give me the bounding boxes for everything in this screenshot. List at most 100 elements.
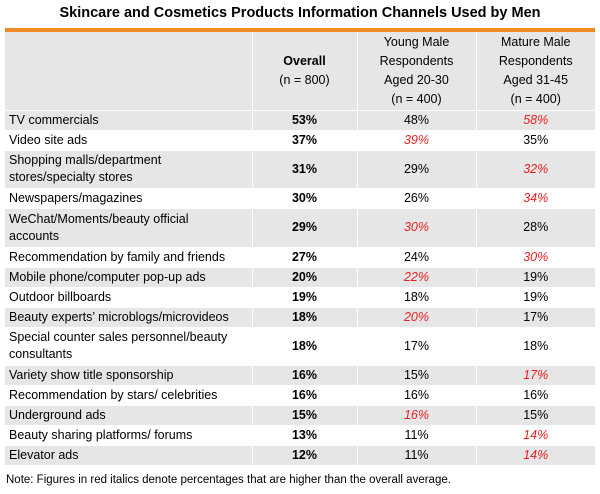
header-young: Young Male Respondents Aged 20-30 (n = 4… <box>356 32 476 110</box>
table-row: Recommendation by family and friends 27%… <box>5 246 595 267</box>
row-overall: 20% <box>251 266 357 287</box>
row-mature: 58% <box>475 109 595 130</box>
row-item: Recommendation by family and friends <box>5 246 252 267</box>
table-row: Newspapers/magazines 30% 26% 34% <box>5 187 595 208</box>
row-overall: 27% <box>251 246 357 267</box>
row-overall: 18% <box>251 306 357 327</box>
row-young: 16% <box>356 404 476 425</box>
row-young: 22% <box>356 266 476 287</box>
row-item: Underground ads <box>5 404 252 425</box>
row-overall: 16% <box>251 384 357 405</box>
table-row: Elevator ads 12% 11% 14% <box>5 444 595 465</box>
row-young: 11% <box>356 424 476 445</box>
row-young: 20% <box>356 306 476 327</box>
row-overall: 15% <box>251 404 357 425</box>
row-mature: 30% <box>475 246 595 267</box>
header-mature-line1: Mature Male <box>501 34 571 49</box>
row-overall: 29% <box>251 207 357 247</box>
row-item: Recommendation by stars/ celebrities <box>5 384 252 405</box>
table-row: TV commercials 53% 48% 58% <box>5 109 595 130</box>
row-young: 26% <box>356 187 476 208</box>
table-row: Beauty experts’ microblogs/microvideos 1… <box>5 306 595 327</box>
table-row: Variety show title sponsorship 16% 15% 1… <box>5 364 595 385</box>
header-mature-sub: (n = 400) <box>510 91 561 106</box>
row-overall: 37% <box>251 129 357 150</box>
table-row: Underground ads 15% 16% 15% <box>5 404 595 425</box>
row-mature: 14% <box>475 444 595 465</box>
row-mature: 14% <box>475 424 595 445</box>
row-overall: 31% <box>251 149 357 188</box>
row-item: Video site ads <box>5 129 252 150</box>
row-item-line1: WeChat/Moments/beauty official <box>9 211 189 226</box>
row-young: 29% <box>356 149 476 188</box>
row-young: 30% <box>356 207 476 247</box>
row-mature: 34% <box>475 187 595 208</box>
header-young-sub: (n = 400) <box>391 91 442 106</box>
header-young-line1: Young Male <box>383 34 450 49</box>
row-young: 48% <box>356 109 476 130</box>
table-row: Shopping malls/department stores/special… <box>5 149 595 188</box>
row-overall: 19% <box>251 286 357 307</box>
header-mature-line3: Aged 31-45 <box>503 72 569 87</box>
header-item <box>5 32 252 110</box>
table-row: Video site ads 37% 39% 35% <box>5 129 595 150</box>
row-overall: 13% <box>251 424 357 445</box>
table-row: Recommendation by stars/ celebrities 16%… <box>5 384 595 405</box>
header-overall-sub: (n = 800) <box>279 72 330 87</box>
row-item: Mobile phone/computer pop-up ads <box>5 266 252 287</box>
table-row: Outdoor billboards 19% 18% 19% <box>5 286 595 307</box>
row-mature: 32% <box>475 149 595 188</box>
row-item: Variety show title sponsorship <box>5 364 252 385</box>
header-young-line2: Respondents <box>379 53 454 68</box>
header-mature-line2: Respondents <box>498 53 573 68</box>
row-mature: 19% <box>475 266 595 287</box>
row-overall: 16% <box>251 364 357 385</box>
table-row: Beauty sharing platforms/ forums 13% 11%… <box>5 424 595 445</box>
row-young: 18% <box>356 286 476 307</box>
row-young: 11% <box>356 444 476 465</box>
row-young: 39% <box>356 129 476 150</box>
row-young: 17% <box>356 326 476 365</box>
row-item-line2: stores/specialty stores <box>9 170 133 184</box>
row-item: Outdoor billboards <box>5 286 252 307</box>
row-item-line2: consultants <box>9 347 73 361</box>
row-item: Beauty sharing platforms/ forums <box>5 424 252 445</box>
header-mature: Mature Male Respondents Aged 31-45 (n = … <box>475 32 595 110</box>
row-mature: 17% <box>475 306 595 327</box>
row-item: Beauty experts’ microblogs/microvideos <box>5 306 252 327</box>
row-item: TV commercials <box>5 109 252 130</box>
row-overall: 30% <box>251 187 357 208</box>
row-young: 24% <box>356 246 476 267</box>
table-row: Special counter sales personnel/beauty c… <box>5 326 595 365</box>
row-mature: 18% <box>475 326 595 365</box>
header-overall-label: Overall <box>283 53 326 68</box>
row-item: Newspapers/magazines <box>5 187 252 208</box>
row-overall: 18% <box>251 326 357 365</box>
row-young: 15% <box>356 364 476 385</box>
row-item-line1: Special counter sales personnel/beauty <box>9 330 228 344</box>
row-mature: 19% <box>475 286 595 307</box>
row-item-line2: accounts <box>9 228 60 243</box>
table-row: WeChat/Moments/beauty official accounts … <box>5 207 595 247</box>
header-overall: Overall (n = 800) <box>251 32 357 110</box>
row-item: Special counter sales personnel/beauty c… <box>5 326 252 365</box>
row-mature: 28% <box>475 207 595 247</box>
row-item: Shopping malls/department stores/special… <box>5 149 252 188</box>
row-mature: 15% <box>475 404 595 425</box>
row-mature: 17% <box>475 364 595 385</box>
row-mature: 35% <box>475 129 595 150</box>
row-item-line1: Shopping malls/department <box>9 153 162 167</box>
table-title: Skincare and Cosmetics Products Informat… <box>59 5 541 21</box>
header-row: Overall (n = 800) Young Male Respondents… <box>5 32 595 110</box>
row-item: WeChat/Moments/beauty official accounts <box>5 207 252 247</box>
header-young-line3: Aged 20-30 <box>384 72 449 87</box>
row-item: Elevator ads <box>5 444 252 465</box>
table-row: Mobile phone/computer pop-up ads 20% 22%… <box>5 266 595 287</box>
row-young: 16% <box>356 384 476 405</box>
header-accent-bar <box>5 28 595 32</box>
row-overall: 53% <box>251 109 357 130</box>
data-table: Overall (n = 800) Young Male Respondents… <box>5 28 595 465</box>
footnote: Note: Figures in red italics denote perc… <box>6 474 451 486</box>
row-mature: 16% <box>475 384 595 405</box>
row-overall: 12% <box>251 444 357 465</box>
